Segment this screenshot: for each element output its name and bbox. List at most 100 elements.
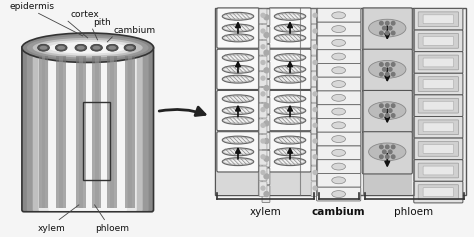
Circle shape — [389, 109, 392, 112]
Text: cortex: cortex — [70, 10, 99, 19]
FancyBboxPatch shape — [418, 185, 458, 200]
Text: cambium: cambium — [311, 207, 365, 217]
Circle shape — [313, 29, 317, 33]
Bar — [79, 56, 83, 208]
Ellipse shape — [224, 14, 252, 18]
FancyBboxPatch shape — [259, 25, 267, 39]
Circle shape — [261, 45, 265, 49]
Circle shape — [264, 15, 269, 20]
Circle shape — [392, 31, 395, 35]
Text: epidermis: epidermis — [9, 2, 54, 11]
Bar — [107, 56, 117, 208]
Circle shape — [392, 104, 395, 107]
Ellipse shape — [274, 54, 306, 61]
Bar — [269, 9, 310, 195]
FancyBboxPatch shape — [262, 97, 270, 114]
FancyBboxPatch shape — [262, 115, 270, 132]
FancyBboxPatch shape — [269, 91, 311, 131]
FancyBboxPatch shape — [317, 91, 361, 105]
Ellipse shape — [332, 163, 346, 170]
Circle shape — [385, 63, 389, 66]
Circle shape — [389, 26, 392, 30]
Ellipse shape — [91, 44, 102, 51]
FancyBboxPatch shape — [414, 181, 463, 203]
Ellipse shape — [276, 56, 304, 59]
FancyBboxPatch shape — [414, 138, 463, 160]
FancyBboxPatch shape — [262, 44, 270, 61]
Ellipse shape — [332, 53, 346, 60]
FancyBboxPatch shape — [311, 119, 319, 134]
Ellipse shape — [37, 44, 49, 51]
FancyBboxPatch shape — [269, 8, 311, 48]
FancyBboxPatch shape — [317, 146, 361, 160]
FancyBboxPatch shape — [259, 40, 267, 55]
FancyBboxPatch shape — [311, 9, 319, 24]
Bar — [414, 9, 463, 195]
FancyBboxPatch shape — [418, 77, 458, 91]
FancyBboxPatch shape — [418, 141, 458, 156]
FancyBboxPatch shape — [414, 116, 463, 138]
Bar — [110, 56, 114, 208]
Ellipse shape — [92, 46, 100, 50]
Circle shape — [261, 60, 265, 64]
FancyBboxPatch shape — [423, 101, 454, 110]
FancyBboxPatch shape — [362, 49, 412, 91]
Circle shape — [313, 123, 317, 127]
Bar — [42, 56, 46, 208]
Circle shape — [264, 192, 269, 196]
Ellipse shape — [40, 46, 47, 50]
FancyBboxPatch shape — [423, 166, 454, 175]
Bar — [59, 56, 63, 208]
Bar — [317, 9, 361, 195]
Ellipse shape — [332, 81, 346, 87]
Ellipse shape — [224, 26, 252, 30]
Ellipse shape — [126, 46, 134, 50]
Ellipse shape — [274, 95, 306, 103]
FancyBboxPatch shape — [259, 182, 267, 196]
Ellipse shape — [332, 149, 346, 156]
Ellipse shape — [369, 19, 406, 37]
Ellipse shape — [224, 36, 252, 40]
Circle shape — [264, 32, 269, 37]
Ellipse shape — [274, 107, 306, 114]
Circle shape — [392, 114, 395, 117]
FancyBboxPatch shape — [262, 150, 270, 167]
Circle shape — [313, 60, 317, 64]
Circle shape — [385, 21, 389, 25]
Ellipse shape — [224, 160, 252, 164]
Circle shape — [264, 121, 269, 126]
Ellipse shape — [224, 150, 252, 154]
Circle shape — [380, 155, 383, 159]
Ellipse shape — [222, 158, 254, 166]
FancyBboxPatch shape — [423, 58, 454, 67]
Ellipse shape — [274, 148, 306, 156]
Circle shape — [392, 155, 395, 159]
FancyBboxPatch shape — [38, 52, 137, 211]
FancyBboxPatch shape — [362, 132, 412, 174]
FancyBboxPatch shape — [33, 51, 143, 211]
Circle shape — [261, 155, 265, 159]
FancyBboxPatch shape — [317, 160, 361, 173]
Ellipse shape — [332, 39, 346, 46]
Text: pith: pith — [93, 18, 111, 27]
Ellipse shape — [222, 12, 254, 20]
Ellipse shape — [332, 177, 346, 184]
Ellipse shape — [224, 77, 252, 81]
FancyBboxPatch shape — [217, 8, 259, 48]
Circle shape — [261, 92, 265, 96]
Circle shape — [380, 73, 383, 76]
Ellipse shape — [22, 33, 154, 63]
Circle shape — [264, 139, 269, 143]
Circle shape — [313, 186, 317, 190]
Ellipse shape — [27, 36, 149, 59]
FancyBboxPatch shape — [311, 182, 319, 196]
Ellipse shape — [274, 116, 306, 124]
FancyBboxPatch shape — [317, 50, 361, 64]
FancyBboxPatch shape — [311, 103, 319, 118]
Circle shape — [313, 108, 317, 112]
Circle shape — [261, 170, 265, 174]
Circle shape — [383, 109, 386, 112]
FancyBboxPatch shape — [414, 73, 463, 95]
Ellipse shape — [332, 94, 346, 101]
Bar — [76, 56, 86, 208]
